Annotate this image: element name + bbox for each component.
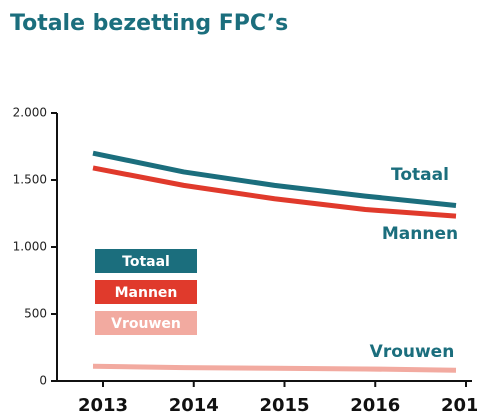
legend-label: Mannen	[115, 285, 178, 301]
x-tick-label: 2014	[169, 395, 219, 414]
x-tick-label: 2016	[350, 395, 400, 414]
y-tick-label: 2.000	[13, 106, 47, 120]
legend-label: Totaal	[122, 254, 170, 270]
y-tick-label: 1.500	[13, 173, 47, 187]
series-end-label: Mannen	[382, 224, 458, 244]
series-line	[92, 165, 457, 219]
y-tick-label: 500	[24, 307, 47, 321]
series-line	[92, 363, 457, 373]
series-end-label: Totaal	[391, 165, 449, 185]
series-end-label: Vrouwen	[370, 342, 455, 362]
y-tick-label: 0	[39, 374, 47, 388]
legend-label: Vrouwen	[111, 316, 181, 332]
series-line	[92, 150, 457, 208]
legend-swatch	[95, 249, 197, 273]
x-tick-label: 2013	[78, 395, 128, 414]
x-tick-label: 2015	[259, 395, 309, 414]
legend-swatch	[95, 311, 197, 335]
y-tick-label: 1.000	[13, 240, 47, 254]
legend-swatch	[95, 280, 197, 304]
chart-title: Totale bezetting FPC’s	[10, 11, 288, 36]
x-tick-label: 2017	[441, 395, 477, 414]
